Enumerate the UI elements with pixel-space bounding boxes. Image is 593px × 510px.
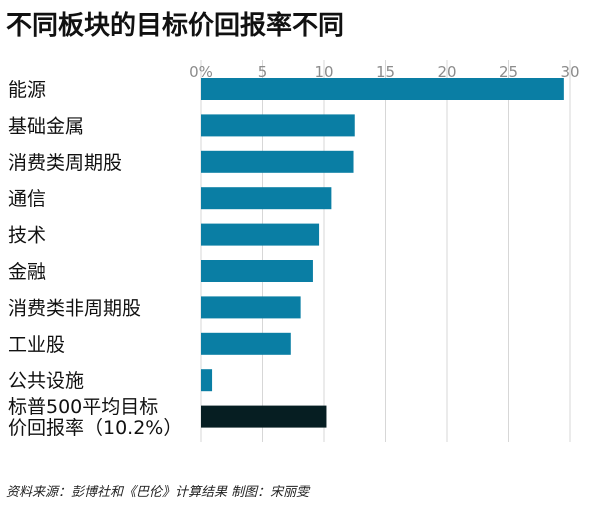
category-label-5: 金融 — [8, 261, 46, 283]
category-label-3: 通信 — [8, 188, 46, 210]
bar-0 — [201, 78, 564, 100]
bar-1 — [201, 114, 355, 137]
category-labels: 能源基础金属消费类周期股通信技术金融消费类非周期股工业股公共设施标普500平均目… — [8, 79, 182, 439]
bar-6 — [201, 296, 301, 319]
bar-8 — [201, 369, 213, 392]
bar-9 — [201, 405, 327, 428]
category-label-7: 工业股 — [8, 334, 65, 356]
x-tick-label-4: 20 — [437, 63, 456, 81]
category-label-1: 基础金属 — [8, 115, 84, 137]
category-label-6: 消费类非周期股 — [8, 297, 141, 319]
category-label-9-line-1: 价回报率（10.2%） — [8, 417, 182, 439]
category-label-8: 公共设施 — [8, 370, 84, 392]
x-tick-label-1: 5 — [258, 63, 268, 81]
category-label-4: 技术 — [8, 225, 46, 247]
x-tick-label-6: 30 — [560, 63, 579, 81]
bar-4 — [201, 223, 320, 246]
bar-5 — [201, 260, 313, 282]
x-tick-label-0: 0% — [189, 63, 213, 81]
x-tick-label-2: 10 — [314, 63, 333, 81]
bar-7 — [201, 332, 291, 355]
x-tick-label-3: 15 — [376, 63, 395, 81]
bars — [201, 78, 564, 428]
x-axis-ticks: 0% 5 10 15 20 25 30 — [189, 63, 579, 81]
x-tick-label-5: 25 — [499, 63, 518, 81]
category-label-9-line-0: 标普500平均目标 — [8, 396, 158, 418]
bar-3 — [201, 187, 332, 210]
source-note: 资料来源：彭博社和《巴伦》计算结果 制图：宋丽雯 — [6, 485, 310, 500]
chart-title: 不同板块的目标价回报率不同 — [6, 11, 345, 41]
category-label-2: 消费类周期股 — [8, 152, 122, 174]
category-label-0: 能源 — [8, 79, 46, 101]
bar-2 — [201, 150, 354, 173]
bar-chart: 0% 5 10 15 20 25 30 能源基础金属消费类周期股通信技术金融消费类非周期股工… — [8, 60, 580, 442]
